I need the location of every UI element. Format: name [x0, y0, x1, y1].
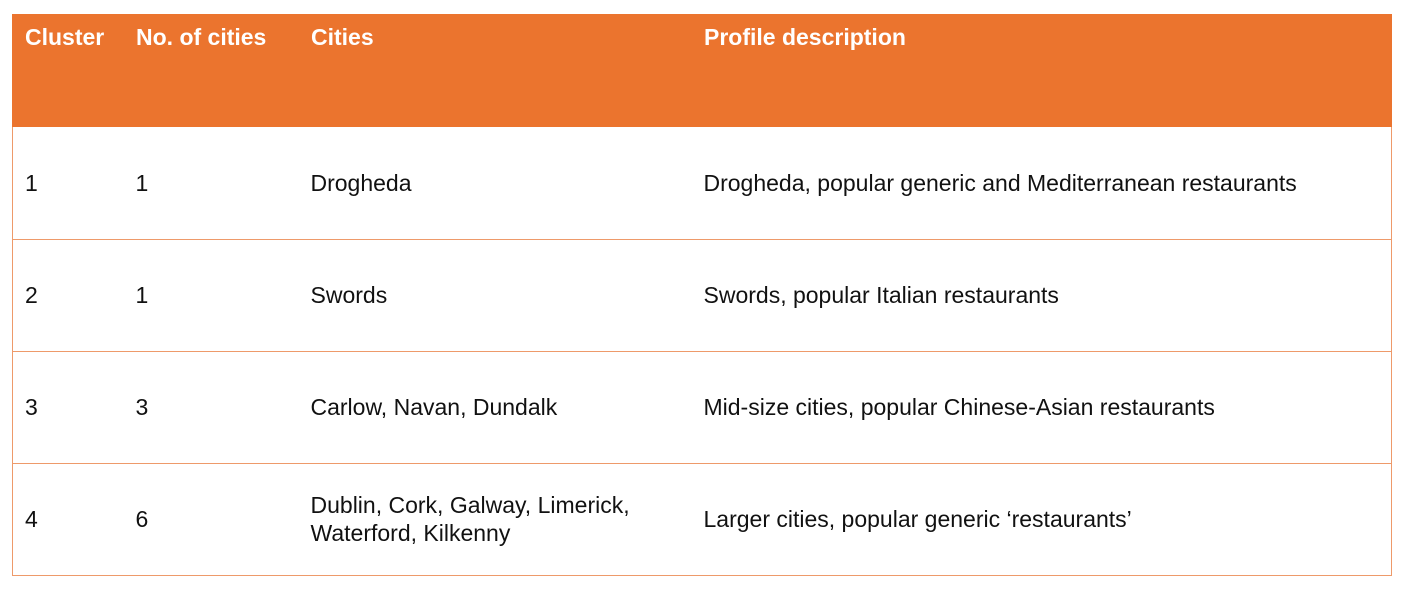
header-profile-description: Profile description: [691, 14, 1392, 127]
header-cities: Cities: [298, 14, 692, 127]
cell-count: 6: [123, 463, 299, 576]
cell-profile: Swords, popular Italian restaurants: [691, 239, 1392, 352]
cluster-profile-table: Cluster No. of cities Cities Profile des…: [12, 14, 1392, 576]
header-cluster: Cluster: [12, 14, 124, 127]
cell-cluster: 2: [12, 239, 124, 352]
cell-cities: Swords: [298, 239, 692, 352]
cell-cluster: 4: [12, 463, 124, 576]
cell-profile: Larger cities, popular generic ‘restaura…: [691, 463, 1392, 576]
table-row: 1 1 Drogheda Drogheda, popular generic a…: [12, 127, 1392, 240]
cell-count: 1: [123, 127, 299, 240]
cell-count: 1: [123, 239, 299, 352]
cell-profile: Mid-size cities, popular Chinese-Asian r…: [691, 351, 1392, 464]
table-row: 3 3 Carlow, Navan, Dundalk Mid-size citi…: [12, 351, 1392, 464]
cell-cities: Dublin, Cork, Galway, Limerick, Waterfor…: [298, 463, 692, 576]
table-row: 2 1 Swords Swords, popular Italian resta…: [12, 239, 1392, 352]
cluster-table-container: Cluster No. of cities Cities Profile des…: [12, 14, 1392, 576]
cell-count: 3: [123, 351, 299, 464]
cell-cluster: 3: [12, 351, 124, 464]
cell-profile: Drogheda, popular generic and Mediterran…: [691, 127, 1392, 240]
header-no-of-cities: No. of cities: [123, 14, 299, 127]
table-header-row: Cluster No. of cities Cities Profile des…: [12, 14, 1392, 127]
cell-cities: Drogheda: [298, 127, 692, 240]
table-row: 4 6 Dublin, Cork, Galway, Limerick, Wate…: [12, 463, 1392, 576]
cell-cities: Carlow, Navan, Dundalk: [298, 351, 692, 464]
cell-cluster: 1: [12, 127, 124, 240]
